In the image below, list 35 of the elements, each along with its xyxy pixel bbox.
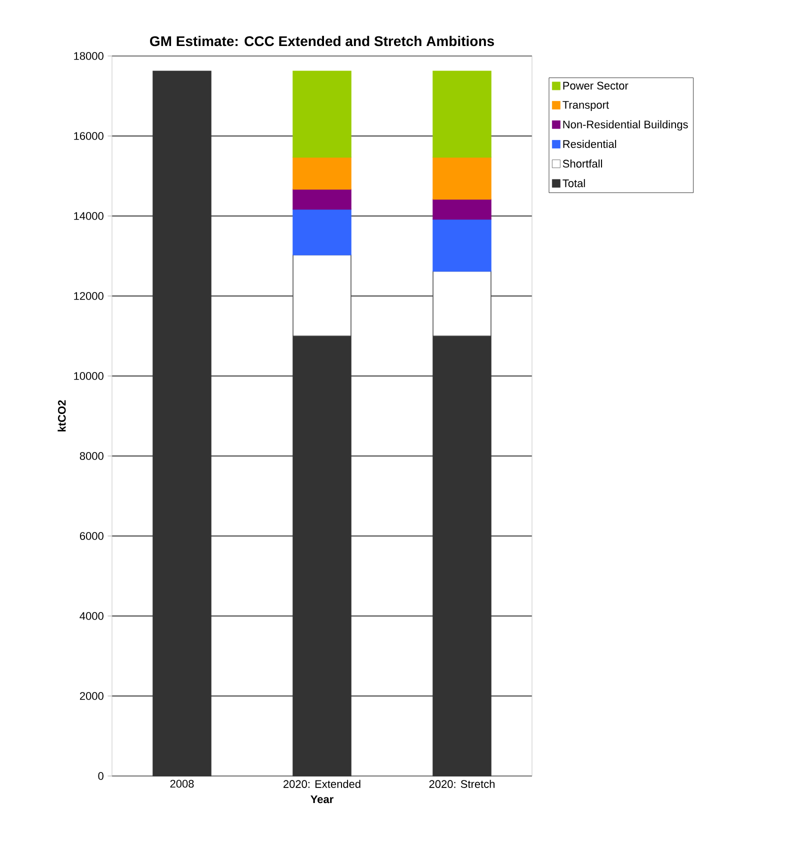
x-axis-title: Year: [310, 795, 334, 804]
bar: [292, 254, 352, 336]
y-axis-title: ktCO2: [58, 400, 66, 432]
bar: [432, 270, 492, 336]
bar: [292, 208, 352, 256]
bar: [432, 156, 492, 200]
y-tick-label: 4000: [80, 612, 104, 620]
legend-label: Non-Residential Buildings: [563, 120, 688, 131]
y-tick-label: 16000: [74, 132, 104, 140]
bar: [292, 336, 352, 776]
bar: [152, 70, 212, 776]
y-tick-label: 12000: [74, 292, 104, 300]
x-tick-label: 2020: Stretch: [429, 780, 495, 788]
bar: [292, 188, 352, 210]
y-tick-label: 14000: [74, 212, 104, 220]
x-tick-label: 2008: [170, 780, 194, 788]
legend-label: Residential: [563, 140, 616, 148]
y-tick-label: 10000: [74, 372, 104, 380]
bar: [432, 218, 492, 272]
bar: [432, 198, 492, 220]
bar: [292, 156, 352, 190]
y-tick-label: 6000: [80, 532, 104, 540]
y-tick-label: 2000: [80, 692, 104, 700]
chart-title: GM Estimate: CCC Extended and Stretch Ambitions: [150, 36, 494, 46]
bar: [432, 336, 492, 776]
legend-label: Total: [562, 179, 585, 188]
legend-label: Transport: [562, 101, 609, 111]
bar: [292, 70, 352, 158]
bar: [432, 70, 492, 158]
x-tick-label: 2020: Extended: [284, 780, 360, 788]
y-tick-label: 18000: [74, 52, 104, 60]
legend-label: Shortfall: [562, 160, 602, 168]
y-tick-label: 8000: [80, 452, 104, 460]
legend-label: Power Sector: [563, 82, 628, 90]
y-tick-label: 0: [98, 772, 104, 780]
